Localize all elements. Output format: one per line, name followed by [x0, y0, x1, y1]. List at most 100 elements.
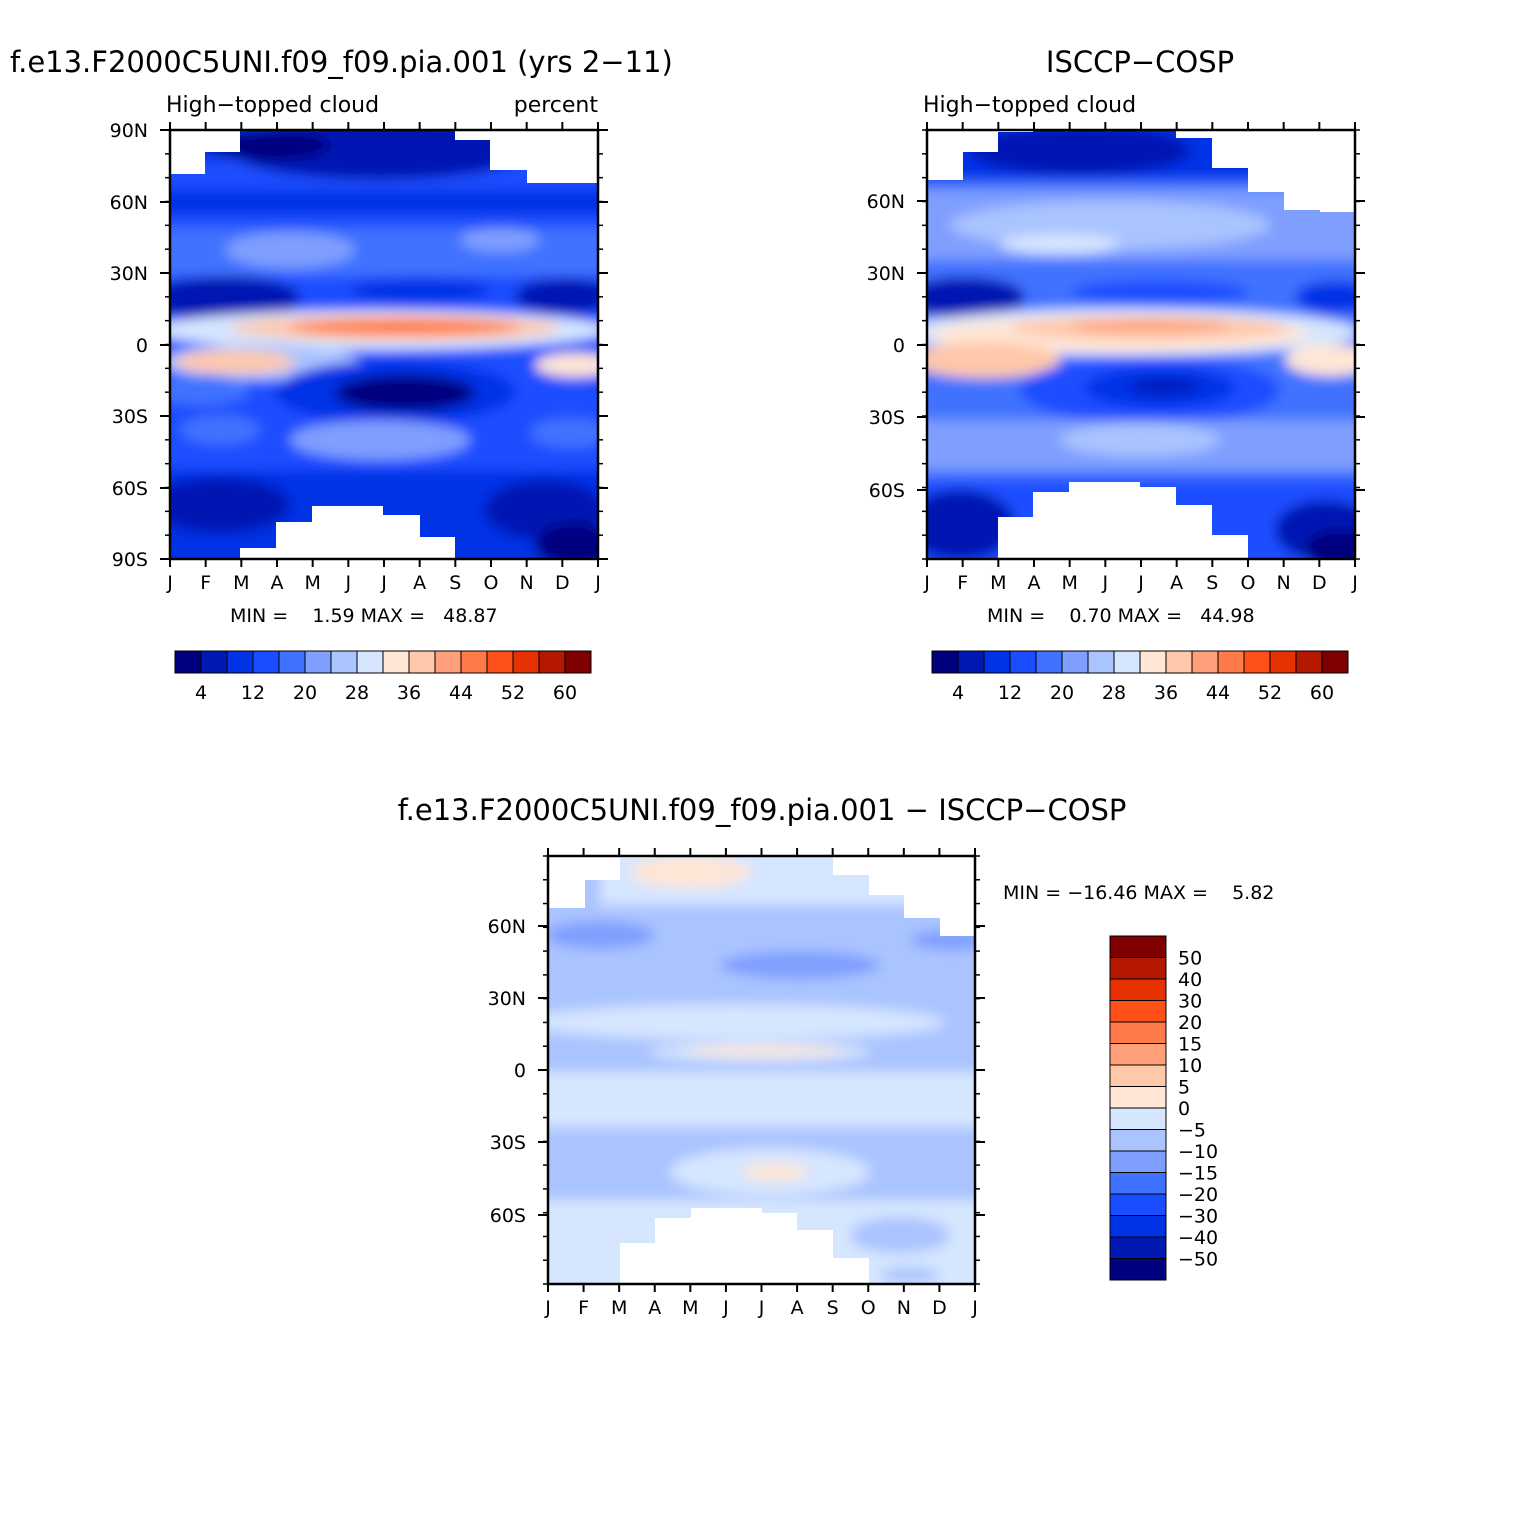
p3-colorbar-label: 50: [1178, 948, 1202, 970]
p3-colorbar-swatch: [1109, 1258, 1167, 1281]
p3-x-tick-label: J: [544, 1297, 551, 1319]
p3-colorbar-label: −40: [1178, 1227, 1218, 1249]
p2-colorbar-label: 20: [1050, 682, 1074, 704]
p1-colorbar-label: 60: [553, 682, 577, 704]
p2-colorbar-swatch: [957, 650, 985, 674]
p1-colorbar-swatch: [564, 650, 592, 674]
p3-y-tick-label: 60N: [488, 916, 526, 938]
p1-x-tick-label: M: [304, 572, 320, 594]
p3-colorbar-swatch: [1109, 1107, 1167, 1130]
p3-x-tick-label: J: [758, 1297, 765, 1319]
p2-y-tick-label: 0: [893, 335, 905, 357]
p2-x-tick-label: O: [1241, 572, 1256, 594]
p3-colorbar-label: −5: [1178, 1120, 1206, 1142]
p2-colorbar-swatch: [1113, 650, 1141, 674]
p3-colorbar-label: 0: [1178, 1098, 1190, 1120]
p3-colorbar-swatch: [1109, 1086, 1167, 1109]
p2-x-tick-label: M: [990, 572, 1006, 594]
p1-y-tick-label: 60N: [110, 192, 148, 214]
panel1-variable-label: High−topped cloud: [166, 93, 379, 118]
panel-difference: f.e13.F2000C5UNI.f09_f09.pia.001 − ISCCP…: [398, 793, 1275, 1319]
p1-x-tick-label: J: [345, 572, 352, 594]
panel2-title: ISCCP−COSP: [1046, 45, 1234, 79]
p1-colorbar-swatch: [434, 650, 462, 674]
p3-colorbar-swatch: [1109, 1150, 1167, 1173]
p2-colorbar-swatch: [1217, 650, 1245, 674]
p2-colorbar-label: 60: [1310, 682, 1334, 704]
panel3-plot-area: [548, 856, 975, 1284]
p1-x-tick-label: D: [555, 572, 570, 594]
p2-colorbar-label: 4: [952, 682, 964, 704]
p2-x-tick-label: F: [957, 572, 968, 594]
p1-x-tick-label: N: [520, 572, 534, 594]
p3-x-tick-label: A: [648, 1297, 661, 1319]
p1-colorbar-label: 28: [345, 682, 369, 704]
p1-colorbar-swatch: [252, 650, 280, 674]
p2-colorbar-swatch: [1035, 650, 1063, 674]
p3-x-tick-label: D: [932, 1297, 947, 1319]
p2-colorbar-label: 36: [1154, 682, 1178, 704]
p1-x-tick-label: M: [233, 572, 249, 594]
p1-colorbar-swatch: [330, 650, 358, 674]
p3-x-tick-label: M: [682, 1297, 698, 1319]
p2-x-tick-label: N: [1277, 572, 1291, 594]
p3-colorbar-swatch: [1109, 1000, 1167, 1023]
p2-colorbar-label: 12: [998, 682, 1022, 704]
p1-colorbar-label: 4: [195, 682, 207, 704]
p2-colorbar-swatch: [1087, 650, 1115, 674]
panel1-y-axis: 90N 60N 30N 0 30S 60S 90S: [110, 120, 608, 571]
p2-colorbar-swatch: [1139, 650, 1167, 674]
p2-colorbar-swatch: [1243, 650, 1271, 674]
p1-x-tick-label: J: [380, 572, 387, 594]
panel2-min-max: MIN = 0.70 MAX = 44.98: [987, 605, 1255, 627]
p1-colorbar-swatch: [512, 650, 540, 674]
p2-colorbar-label: 28: [1102, 682, 1126, 704]
p2-y-tick-label: 30S: [869, 407, 905, 429]
p3-colorbar-swatch: [1109, 1021, 1167, 1044]
p1-colorbar-swatch: [304, 650, 332, 674]
p1-x-tick-label: A: [413, 572, 426, 594]
p3-colorbar-swatch: [1109, 1129, 1167, 1152]
p1-colorbar-swatch: [174, 650, 202, 674]
p3-x-tick-label: S: [827, 1297, 839, 1319]
p3-colorbar-label: 10: [1178, 1055, 1202, 1077]
p3-colorbar-label: −10: [1178, 1141, 1218, 1163]
p3-colorbar-label: −15: [1178, 1163, 1218, 1185]
p2-x-tick-label: J: [1137, 572, 1144, 594]
panel2-variable-label: High−topped cloud: [923, 93, 1136, 118]
p3-colorbar-label: −20: [1178, 1184, 1218, 1206]
p1-colorbar-label: 12: [241, 682, 265, 704]
p1-colorbar-swatch: [200, 650, 228, 674]
p2-x-tick-label: J: [1351, 572, 1358, 594]
p1-colorbar-swatch: [382, 650, 410, 674]
panel-model: f.e13.F2000C5UNI.f09_f09.pia.001 (yrs 2−…: [10, 45, 673, 704]
p3-y-tick-label: 0: [514, 1060, 526, 1082]
p1-colorbar-swatch: [356, 650, 384, 674]
p3-colorbar-swatch: [1109, 1043, 1167, 1066]
p3-colorbar-swatch: [1109, 957, 1167, 980]
p3-colorbar-swatch: [1109, 978, 1167, 1001]
p3-y-tick-label: 60S: [490, 1205, 526, 1227]
p2-colorbar-swatch: [1061, 650, 1089, 674]
p1-colorbar-swatch: [486, 650, 514, 674]
p2-colorbar-swatch: [1295, 650, 1323, 674]
p2-colorbar-swatch: [983, 650, 1011, 674]
p3-x-tick-label: A: [791, 1297, 804, 1319]
panel1-min-max: MIN = 1.59 MAX = 48.87: [230, 605, 498, 627]
panel-obs: ISCCP−COSP High−topped cloud: [867, 45, 1365, 704]
p3-colorbar-swatch: [1109, 935, 1167, 958]
p1-colorbar-swatch: [538, 650, 566, 674]
p3-colorbar-swatch: [1109, 1172, 1167, 1195]
p3-colorbar-label: −30: [1178, 1206, 1218, 1228]
p3-colorbar-swatch: [1109, 1236, 1167, 1259]
panel3-y-axis: 60N 30N 0 30S 60S: [488, 855, 985, 1285]
panel1-plot-area: [170, 130, 598, 559]
p1-y-tick-label: 60S: [112, 478, 148, 500]
p3-colorbar-label: 30: [1178, 991, 1202, 1013]
p1-colorbar-swatch: [226, 650, 254, 674]
p2-colorbar-swatch: [1321, 650, 1349, 674]
